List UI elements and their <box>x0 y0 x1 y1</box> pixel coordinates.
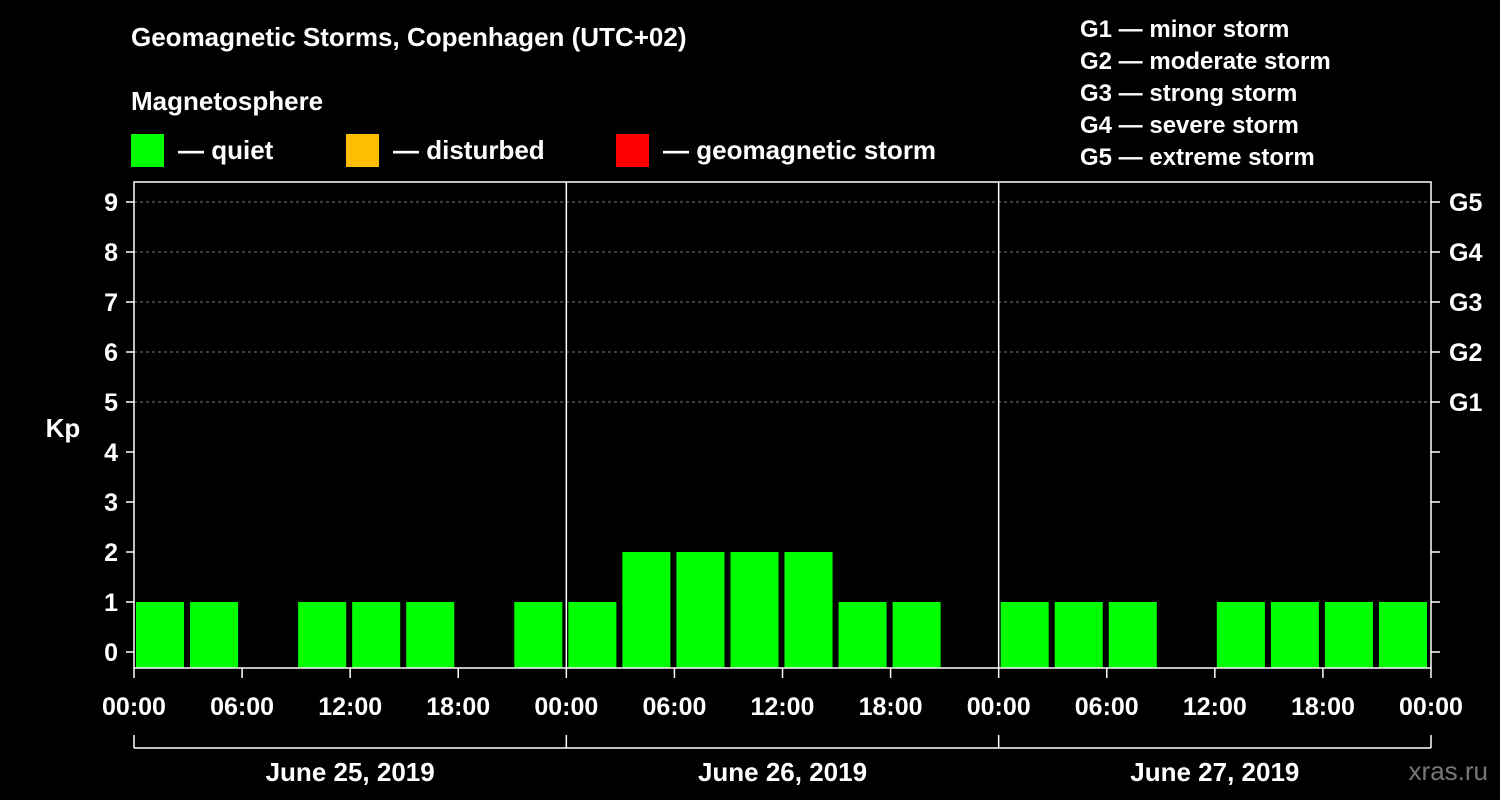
scale-g1: G1 — minor storm <box>1080 16 1290 43</box>
watermark: xras.ru <box>1408 756 1488 786</box>
g-label-g5: G5 <box>1449 189 1482 217</box>
scale-g3: G3 — strong storm <box>1080 80 1298 107</box>
kp-bar-0 <box>136 602 185 668</box>
kp-bar-16 <box>1000 602 1049 668</box>
x-tick-label-1: 06:00 <box>210 693 274 721</box>
g-label-g1: G1 <box>1449 389 1482 417</box>
x-tick-label-0: 00:00 <box>102 693 166 721</box>
kp-bar-7 <box>514 602 563 668</box>
x-tick-label-12: 00:00 <box>1399 693 1463 721</box>
x-tick-label-10: 12:00 <box>1183 693 1247 721</box>
x-tick-label-4: 00:00 <box>534 693 598 721</box>
y-tick-label-4: 4 <box>104 439 118 467</box>
kp-bar-23 <box>1378 602 1427 668</box>
y-tick-label-1: 1 <box>104 589 118 617</box>
y-tick-label-6: 6 <box>104 339 118 367</box>
kp-bar-5 <box>406 602 455 668</box>
g-label-g2: G2 <box>1449 339 1482 367</box>
x-tick-label-2: 12:00 <box>318 693 382 721</box>
x-tick-label-11: 18:00 <box>1291 693 1355 721</box>
legend-quiet-swatch <box>131 133 164 167</box>
y-tick-label-5: 5 <box>104 389 118 417</box>
day-label-1: June 26, 2019 <box>698 757 867 787</box>
kp-bar-22 <box>1324 602 1373 668</box>
x-tick-label-5: 06:00 <box>642 693 706 721</box>
x-tick-label-6: 12:00 <box>751 693 815 721</box>
y-tick-label-2: 2 <box>104 539 118 567</box>
x-tick-label-8: 00:00 <box>967 693 1031 721</box>
scale-g2: G2 — moderate storm <box>1080 48 1331 75</box>
kp-bar-20 <box>1216 602 1265 668</box>
kp-bar-18 <box>1108 602 1157 668</box>
y-tick-label-8: 8 <box>104 239 118 267</box>
y-axis-label: Kp <box>46 413 81 443</box>
day-label-2: June 27, 2019 <box>1130 757 1299 787</box>
day-label-0: June 25, 2019 <box>266 757 435 787</box>
scale-g5: G5 — extreme storm <box>1080 144 1315 171</box>
scale-g4: G4 — severe storm <box>1080 112 1299 139</box>
legend-quiet-label: — quiet <box>178 134 274 165</box>
kp-bar-8 <box>568 602 617 668</box>
g-label-g4: G4 <box>1449 239 1482 267</box>
x-tick-label-7: 18:00 <box>859 693 923 721</box>
kp-bar-4 <box>352 602 401 668</box>
legend-storm-label: — geomagnetic storm <box>663 134 937 165</box>
legend-disturbed-swatch <box>346 133 379 167</box>
kp-bar-9 <box>622 552 671 668</box>
x-tick-label-3: 18:00 <box>426 693 490 721</box>
magnetosphere-heading: Magnetosphere <box>131 86 324 116</box>
y-tick-label-0: 0 <box>104 639 118 667</box>
kp-bar-11 <box>730 552 779 668</box>
y-tick-label-7: 7 <box>104 289 118 317</box>
storm-scale-legend: G1 — minor storm G2 — moderate storm G3 … <box>1080 14 1331 174</box>
kp-bar-13 <box>838 602 887 668</box>
legend-disturbed-label: — disturbed <box>393 134 545 165</box>
legend-quiet: — quiet <box>131 133 273 167</box>
x-tick-label-9: 06:00 <box>1075 693 1139 721</box>
kp-bar-17 <box>1054 602 1103 668</box>
chart-title: Geomagnetic Storms, Copenhagen (UTC+02) <box>131 22 687 52</box>
kp-bar-10 <box>676 552 725 668</box>
y-tick-label-3: 3 <box>104 489 118 517</box>
kp-bar-14 <box>892 602 941 668</box>
kp-bar-3 <box>298 602 347 668</box>
legend-disturbed: — disturbed <box>346 133 545 167</box>
y-tick-label-9: 9 <box>104 189 118 217</box>
g-label-g3: G3 <box>1449 289 1482 317</box>
kp-bar-21 <box>1270 602 1319 668</box>
kp-bar-12 <box>784 552 833 668</box>
legend-storm: — geomagnetic storm <box>616 133 936 167</box>
plot-frame <box>133 181 1432 669</box>
kp-bar-1 <box>190 602 239 668</box>
legend-storm-swatch <box>616 133 649 167</box>
